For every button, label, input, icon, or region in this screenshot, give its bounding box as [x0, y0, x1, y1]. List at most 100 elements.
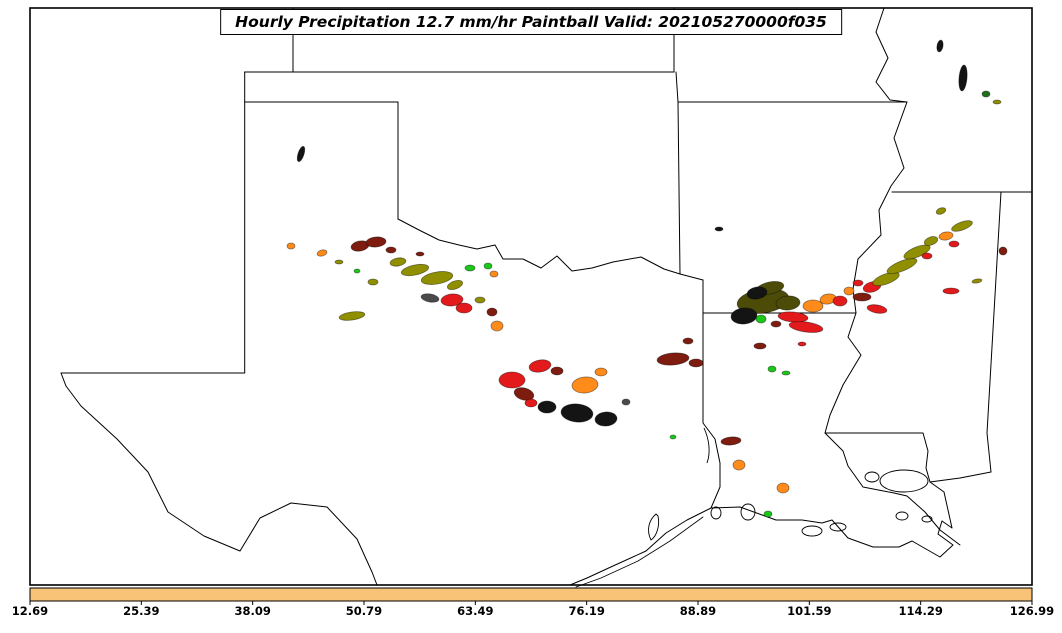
paintball-blob	[938, 231, 954, 241]
border-ms-al	[986, 191, 1002, 473]
lake-maurepas	[864, 471, 880, 483]
paintball-blob	[594, 411, 618, 427]
paintball-blob	[921, 252, 933, 260]
lake-pontchartrain	[879, 469, 929, 493]
paintball-blob	[513, 387, 535, 401]
paintball-blob	[714, 226, 724, 232]
paintball-blob	[594, 367, 608, 377]
ms-coast	[929, 471, 992, 483]
paintball-blob	[852, 292, 872, 302]
colorbar-tick-label: 76.19	[568, 604, 605, 618]
paintball-blob	[446, 279, 464, 291]
paintball-blob	[797, 341, 807, 347]
border-tx-panhandle	[244, 101, 399, 220]
paintball-blob	[788, 321, 824, 333]
paintball-blob	[490, 320, 504, 332]
paintball-blob	[385, 246, 397, 254]
paintball-blob	[802, 299, 824, 313]
lake-sabine	[710, 506, 722, 520]
paintball-blob	[669, 434, 677, 440]
paintball-blob	[338, 311, 366, 321]
paintball-blob	[415, 251, 425, 257]
colorbar-tick-label: 126.99	[1009, 604, 1055, 618]
paintball-blob	[732, 459, 746, 471]
paintball-blob	[767, 365, 777, 373]
lakes	[648, 427, 933, 541]
paintball-blob	[524, 398, 538, 408]
paintball-blob	[923, 236, 939, 246]
map-title: Hourly Precipitation 12.7 mm/hr Paintbal…	[220, 9, 842, 35]
paintball-blob	[621, 398, 631, 406]
lake-grand	[801, 525, 823, 537]
paintball-blob	[440, 293, 464, 307]
colorbar-tick-label: 25.39	[123, 604, 160, 618]
paintball-blob	[483, 262, 493, 270]
paintball-blob	[498, 371, 526, 389]
paintball-blob	[852, 279, 864, 287]
paintball-blob	[777, 311, 809, 323]
paintball-blob	[550, 366, 564, 376]
colorbar-tick-label: 50.79	[345, 604, 383, 618]
precipitation-paintballs	[286, 39, 1008, 518]
lake-calcasieu	[740, 503, 756, 521]
paintball-blob	[486, 307, 498, 317]
colorbar-tick-label: 114.29	[898, 604, 943, 618]
colorbar-tick-label: 88.89	[679, 604, 717, 618]
paintball-blob	[832, 295, 848, 307]
map-border	[29, 7, 1033, 586]
border-nm-tx	[60, 71, 246, 387]
paintball-blob	[903, 244, 931, 260]
lake-salvador	[895, 511, 909, 521]
paintball-blob	[400, 263, 430, 277]
colorbar-tick-label: 63.49	[457, 604, 494, 618]
paintball-blob	[420, 271, 454, 285]
paintball-blob	[571, 376, 599, 394]
paintball-blob	[971, 278, 983, 284]
border-tx-la	[702, 279, 721, 509]
colorbar-tick-label: 101.59	[787, 604, 832, 618]
tx-coast	[569, 507, 712, 586]
paintball-blob	[474, 296, 486, 304]
paintball-blob	[489, 270, 499, 278]
paintball-blob	[958, 64, 968, 92]
state-boundaries	[60, 7, 1033, 588]
paintball-blob	[755, 314, 767, 324]
paintball-blob	[936, 39, 944, 53]
toledo-bend-reservoir	[703, 427, 710, 464]
paintball-blob	[886, 258, 918, 274]
paintball-blob	[753, 342, 767, 350]
paintball-blob	[872, 271, 900, 287]
paintball-blob	[981, 90, 991, 98]
paintball-blob	[866, 304, 888, 314]
paintball-blob	[656, 352, 690, 366]
paintball-blob	[948, 240, 960, 248]
paintball-blob	[942, 287, 960, 295]
paintball-blob	[286, 242, 296, 250]
paintball-blob	[455, 302, 473, 314]
paintball-blob	[389, 257, 407, 267]
paintball-blob	[296, 145, 306, 163]
paintball-blob	[951, 220, 973, 232]
paintball-blob	[688, 358, 704, 368]
paintball-blob	[763, 510, 773, 518]
paintball-blob	[775, 295, 801, 311]
paintball-blob	[334, 259, 344, 265]
colorbar-ticks	[29, 601, 1033, 605]
paintball-blob	[746, 286, 768, 300]
paintball-blob	[935, 207, 947, 215]
paintball-blob	[682, 337, 694, 345]
rio-grande-border	[65, 385, 378, 586]
paintball-blob	[720, 436, 742, 446]
paintball-blob	[365, 236, 387, 248]
galveston-bay	[648, 513, 660, 541]
paintball-blob	[560, 403, 594, 423]
paintball-blob	[998, 246, 1008, 256]
colorbar-tick-label: 38.09	[234, 604, 271, 618]
paintball-blob	[528, 359, 552, 373]
lake-white	[829, 522, 847, 532]
map-title-text: Hourly Precipitation 12.7 mm/hr Paintbal…	[235, 13, 827, 31]
colorbar	[29, 587, 1033, 602]
la-coast	[710, 481, 954, 558]
